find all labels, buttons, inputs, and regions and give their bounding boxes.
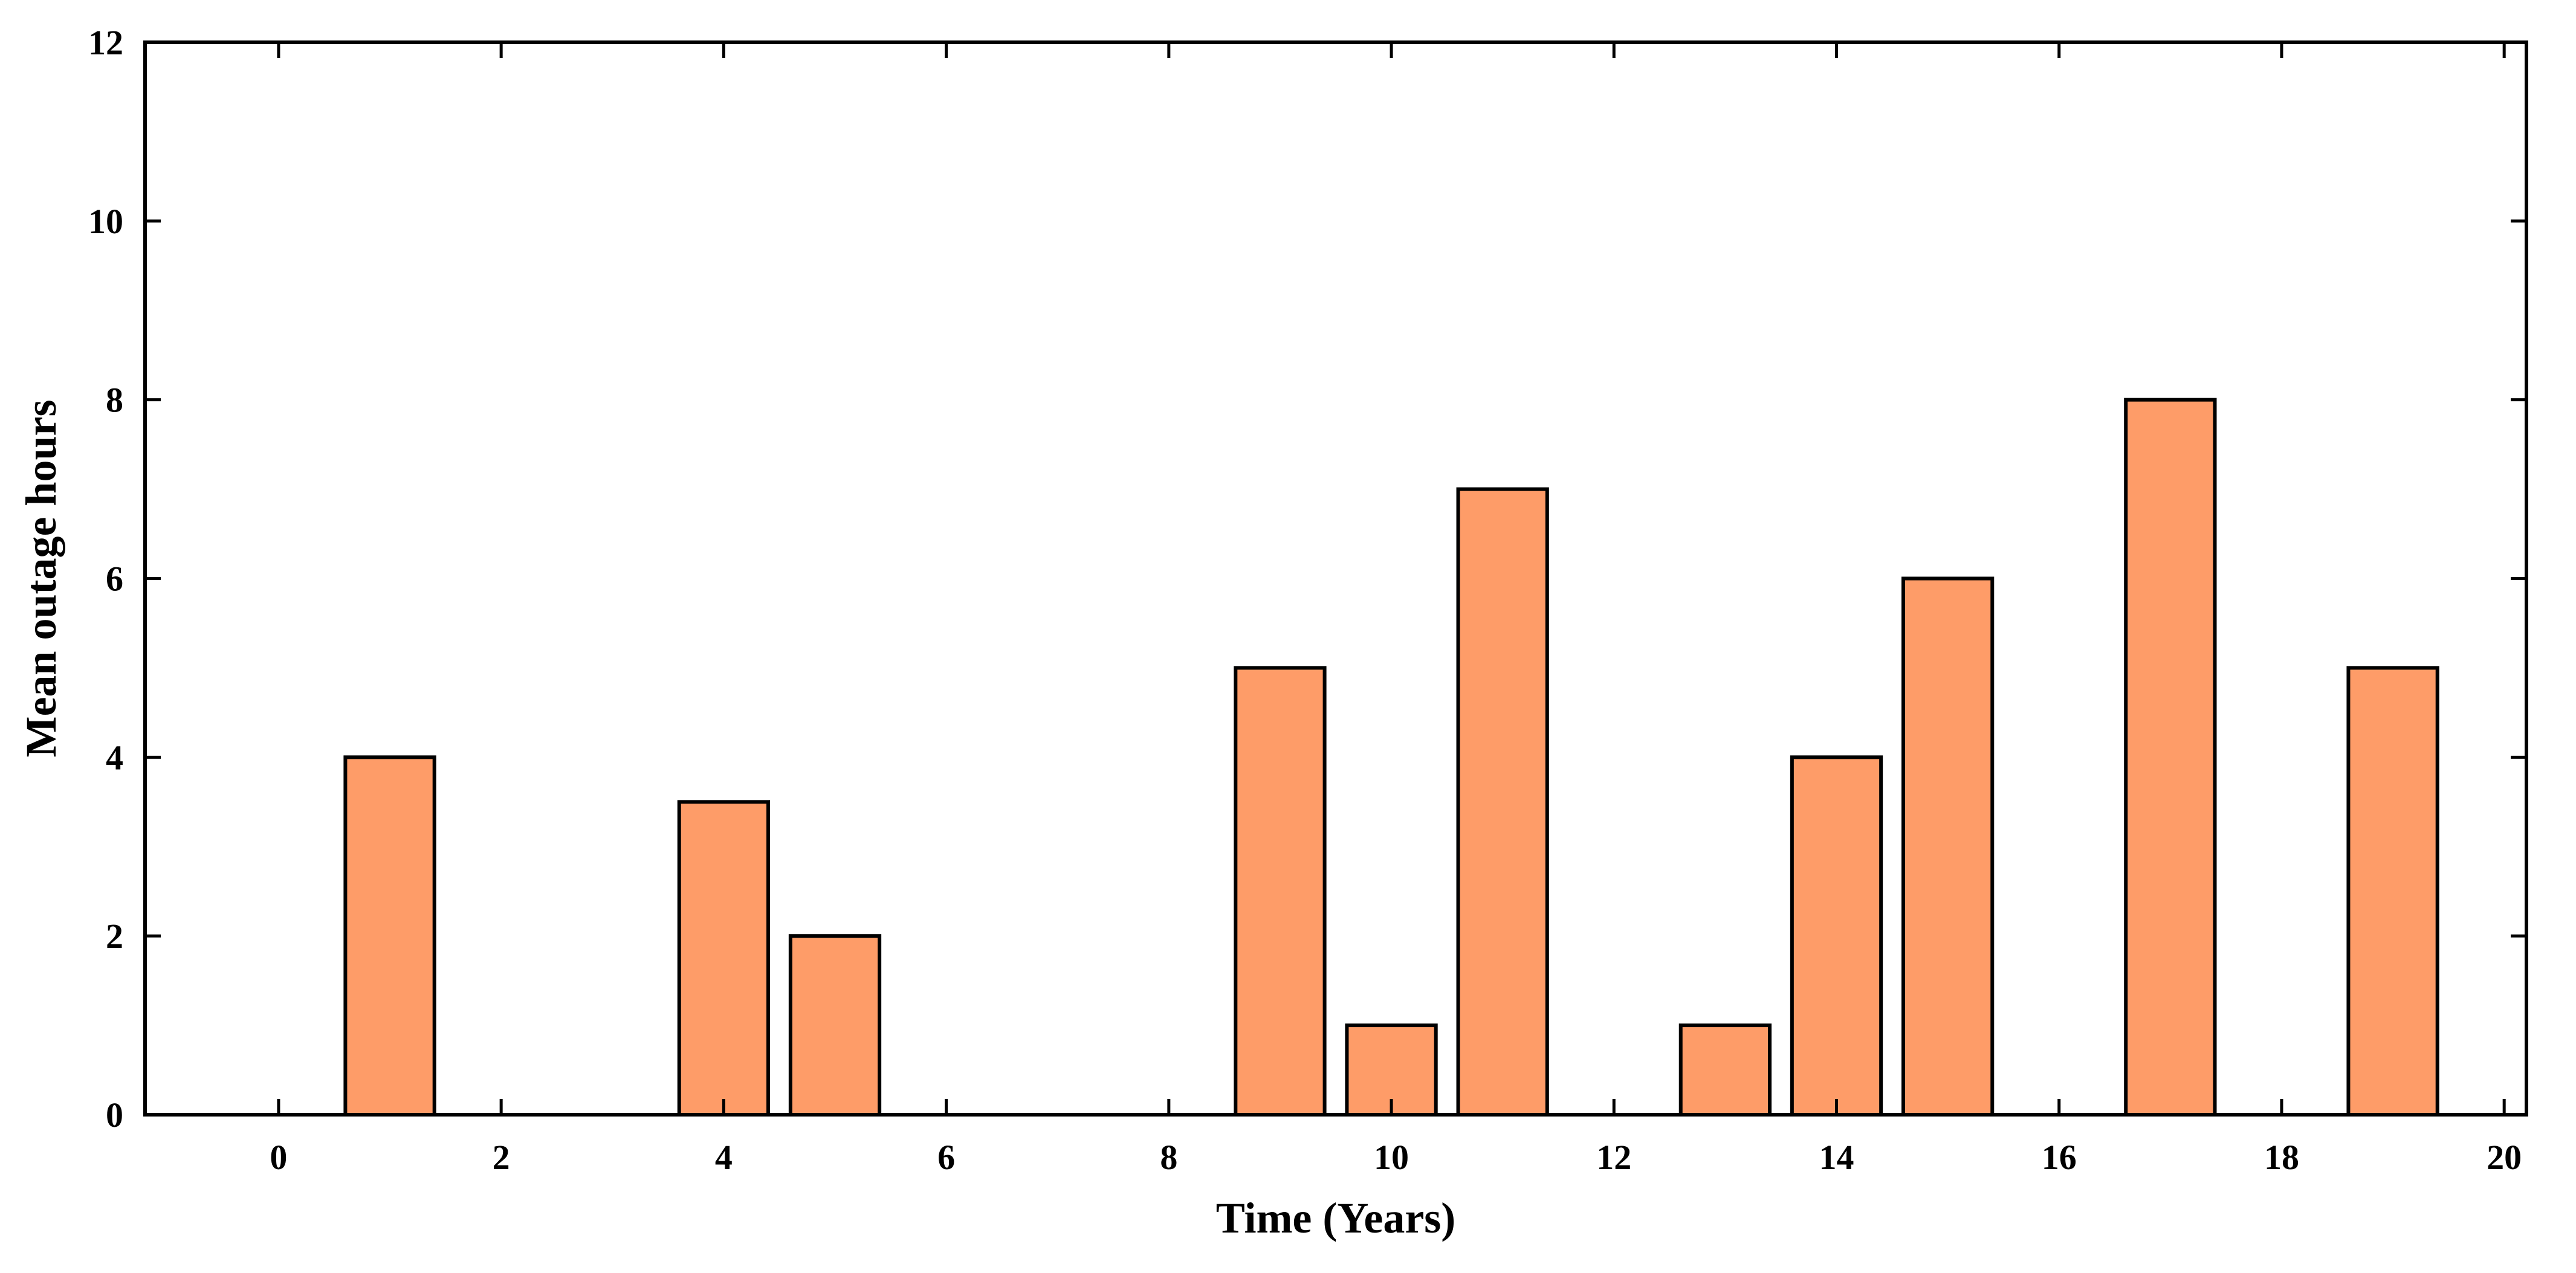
x-tick-label: 18	[2264, 1138, 2299, 1177]
x-tick-label: 4	[715, 1138, 733, 1177]
bar-year-4	[677, 800, 771, 1117]
bar-year-11	[1456, 487, 1549, 1117]
bar-year-5	[788, 934, 882, 1117]
x-tick-label: 12	[1596, 1138, 1631, 1177]
bars	[343, 398, 2439, 1117]
x-tick-label: 0	[270, 1138, 287, 1177]
bar-year-9	[1234, 666, 1327, 1117]
bar-year-14	[1790, 755, 1883, 1117]
x-tick-label: 8	[1160, 1138, 1177, 1177]
axis-ticks	[145, 40, 2526, 1117]
x-tick-label: 20	[2487, 1138, 2522, 1177]
x-tick-label: 2	[493, 1138, 510, 1177]
y-tick-label: 10	[88, 202, 123, 241]
y-tick-label: 12	[88, 23, 123, 62]
y-axis-tick-labels: 0 2 4 6 8 10 12	[88, 23, 123, 1135]
y-tick-label: 2	[106, 917, 123, 956]
x-tick-label: 10	[1374, 1138, 1409, 1177]
x-tick-label: 14	[1819, 1138, 1854, 1177]
y-axis-label: Mean outage hours	[17, 400, 65, 758]
y-tick-label: 4	[106, 738, 123, 777]
bar-year-17	[2124, 398, 2217, 1117]
x-tick-label: 6	[937, 1138, 955, 1177]
y-tick-label: 0	[106, 1095, 123, 1135]
x-axis-label: Time (Years)	[1216, 1194, 1456, 1242]
bar-year-15	[1901, 576, 1995, 1117]
bar-year-19	[2346, 666, 2439, 1117]
bar-year-1	[343, 755, 436, 1117]
y-tick-label: 6	[106, 559, 123, 599]
y-tick-label: 8	[106, 381, 123, 420]
x-tick-label: 16	[2042, 1138, 2077, 1177]
x-axis-tick-labels: 0 2 4 6 8 10 12 14 16 18 20	[270, 1138, 2522, 1177]
bar-year-13	[1678, 1023, 1772, 1117]
